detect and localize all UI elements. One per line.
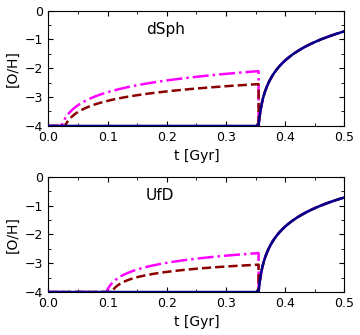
Text: UfD: UfD xyxy=(146,188,175,203)
Text: dSph: dSph xyxy=(146,22,185,37)
Y-axis label: [O/H]: [O/H] xyxy=(5,50,19,87)
X-axis label: t [Gyr]: t [Gyr] xyxy=(174,316,219,329)
Y-axis label: [O/H]: [O/H] xyxy=(5,216,19,253)
X-axis label: t [Gyr]: t [Gyr] xyxy=(174,149,219,163)
